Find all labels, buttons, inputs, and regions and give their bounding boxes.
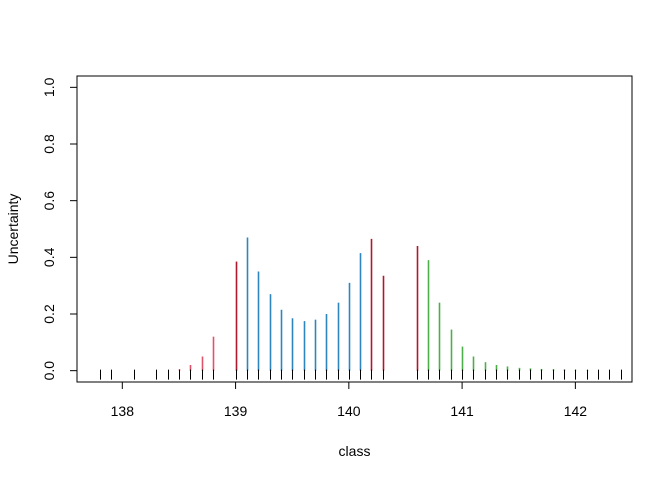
plot-frame xyxy=(76,75,633,383)
x-axis: 138 139 140 141 142 xyxy=(111,381,588,419)
x-tick-label: 140 xyxy=(337,403,361,419)
x-tick-label: 138 xyxy=(111,403,135,419)
rug-marks xyxy=(100,369,622,380)
y-tick-label: 0.0 xyxy=(41,361,57,381)
x-tick-label: 141 xyxy=(450,403,474,419)
y-axis-label: Uncertainty xyxy=(5,194,21,265)
y-tick-label: 0.4 xyxy=(41,247,57,267)
y-tick-label: 1.0 xyxy=(41,77,57,97)
x-axis-label: class xyxy=(339,443,371,459)
y-tick-label: 0.6 xyxy=(41,191,57,211)
x-tick-label: 142 xyxy=(564,403,588,419)
x-tick-label: 139 xyxy=(224,403,248,419)
chart-marks xyxy=(178,237,589,371)
y-tick-label: 0.2 xyxy=(41,304,57,324)
y-tick-label: 0.8 xyxy=(41,134,57,154)
y-axis: 0.0 0.2 0.4 0.6 0.8 1.0 xyxy=(41,77,78,381)
